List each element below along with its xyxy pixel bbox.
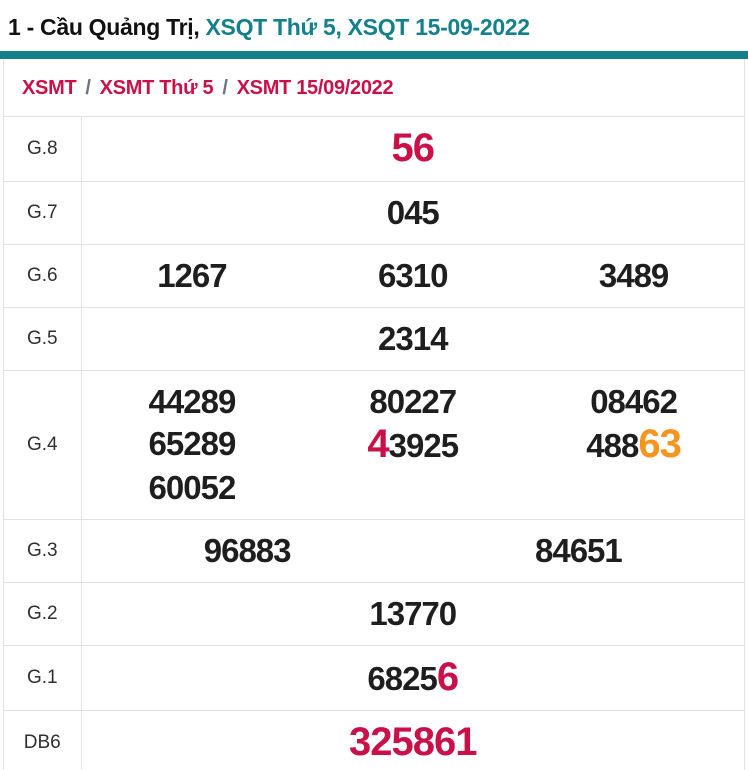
lottery-number: 68256 (82, 656, 745, 700)
lottery-number: 65289 (82, 423, 303, 467)
number-segment: 6825 (367, 660, 437, 697)
number-segment: 6310 (378, 257, 448, 294)
number-line: 045 (82, 192, 745, 234)
number-segment: 44289 (148, 383, 237, 420)
prize-numbers: 96883 84651 (81, 519, 745, 583)
table-row: DB6 325861 (4, 710, 745, 770)
table-row: G.5 2314 (4, 307, 745, 371)
number-segment: 6 (436, 655, 459, 699)
prize-label: G.2 (4, 582, 82, 646)
lottery-number: 045 (82, 192, 745, 234)
prize-label: G.4 (4, 370, 82, 520)
number-line: 60052 (82, 467, 745, 509)
breadcrumb-link-xsmt[interactable]: XSMT (22, 77, 77, 99)
table-row: G.2 13770 (4, 582, 745, 646)
breadcrumb-link-xsmt-date[interactable]: XSMT 15/09/2022 (236, 77, 394, 99)
number-segment: 4 (367, 422, 389, 466)
page-title-highlight: XSQT Thứ 5, XSQT 15-09-2022 (205, 14, 531, 40)
prize-numbers: 68256 (81, 645, 745, 711)
prize-numbers: 56 (81, 116, 745, 182)
lottery-number: 80227 (302, 381, 523, 423)
number-segment: 3489 (598, 257, 669, 294)
number-segment: 08462 (590, 383, 678, 420)
lottery-number: 6310 (302, 255, 523, 297)
number-line: 13770 (82, 593, 745, 635)
prize-label: G.3 (4, 519, 82, 583)
number-line: 96883 84651 (82, 530, 745, 572)
number-segment: 325861 (349, 720, 477, 764)
number-segment: 63 (638, 422, 681, 466)
number-line: 65289 43925 48863 (82, 423, 745, 467)
page-title: 1 - Cầu Quảng Trị, XSQT Thứ 5, XSQT 15-0… (0, 0, 748, 51)
lottery-number: 2314 (82, 318, 745, 360)
table-row: G.3 96883 84651 (4, 519, 745, 583)
results-container: XSMT / XSMT Thứ 5 / XSMT 15/09/2022 G.8 56 G.7… (3, 59, 745, 770)
number-segment: 84651 (534, 532, 623, 569)
number-segment: 13770 (369, 595, 457, 632)
table-row: G.6 1267 6310 3489 (4, 244, 745, 308)
lottery-number: 13770 (82, 593, 745, 635)
prize-label: G.8 (4, 116, 82, 182)
breadcrumb-separator: / (85, 77, 91, 99)
number-line: 44289 80227 08462 (82, 381, 745, 423)
number-line: 2314 (82, 318, 745, 360)
number-line: 68256 (82, 656, 745, 700)
number-segment: 3925 (388, 427, 459, 464)
number-segment: 60052 (148, 469, 237, 506)
prize-numbers: 325861 (81, 710, 745, 770)
number-segment: 56 (391, 126, 435, 170)
lottery-number: 1267 (82, 255, 303, 297)
divider-bar (0, 51, 748, 59)
prize-label: G.1 (4, 645, 82, 711)
lottery-number: 84651 (413, 530, 744, 572)
number-segment: 1267 (157, 257, 227, 294)
lottery-number: 60052 (82, 467, 303, 509)
lottery-number: 08462 (523, 381, 744, 423)
lottery-number: 44289 (82, 381, 303, 423)
prize-label: DB6 (4, 710, 82, 770)
prize-numbers: 1267 6310 3489 (81, 244, 745, 308)
prize-numbers: 045 (81, 181, 745, 245)
lottery-number: 325861 (82, 721, 745, 765)
results-table: G.8 56 G.7 045 G.6 1267 6310 3489 G.5 2314 G.4 4428… (4, 116, 744, 770)
table-row: G.4 44289 80227 08462 65289 43925 48863 60052 (4, 370, 745, 520)
number-segment: 2314 (378, 320, 448, 357)
table-row: G.1 68256 (4, 645, 745, 711)
prize-numbers: 2314 (81, 307, 745, 371)
breadcrumb: XSMT / XSMT Thứ 5 / XSMT 15/09/2022 (4, 59, 744, 116)
results-table-body: G.8 56 G.7 045 G.6 1267 6310 3489 G.5 2314 G.4 4428… (4, 116, 745, 770)
number-line: 56 (82, 127, 745, 171)
number-line: 325861 (82, 721, 745, 765)
prize-label: G.7 (4, 181, 82, 245)
number-segment: 045 (386, 194, 440, 231)
lottery-number: 96883 (82, 530, 413, 572)
breadcrumb-link-xsmt-thu-5[interactable]: XSMT Thứ 5 (99, 77, 214, 99)
number-segment: 65289 (148, 425, 237, 462)
table-row: G.8 56 (4, 116, 745, 182)
page-title-prefix: 1 - Cầu Quảng Trị, (8, 14, 206, 40)
lottery-number: 43925 (302, 423, 523, 467)
empty-cell (523, 467, 744, 509)
number-segment: 80227 (369, 383, 457, 420)
number-segment: 96883 (203, 532, 292, 569)
table-row: G.7 045 (4, 181, 745, 245)
number-segment: 488 (586, 427, 639, 464)
empty-cell (302, 467, 523, 509)
lottery-number: 3489 (523, 255, 744, 297)
breadcrumb-separator: / (222, 77, 228, 99)
number-line: 1267 6310 3489 (82, 255, 745, 297)
lottery-number: 48863 (523, 423, 744, 467)
prize-label: G.6 (4, 244, 82, 308)
prize-numbers: 44289 80227 08462 65289 43925 48863 60052 (81, 370, 745, 520)
lottery-number: 56 (82, 127, 745, 171)
prize-numbers: 13770 (81, 582, 745, 646)
prize-label: G.5 (4, 307, 82, 371)
